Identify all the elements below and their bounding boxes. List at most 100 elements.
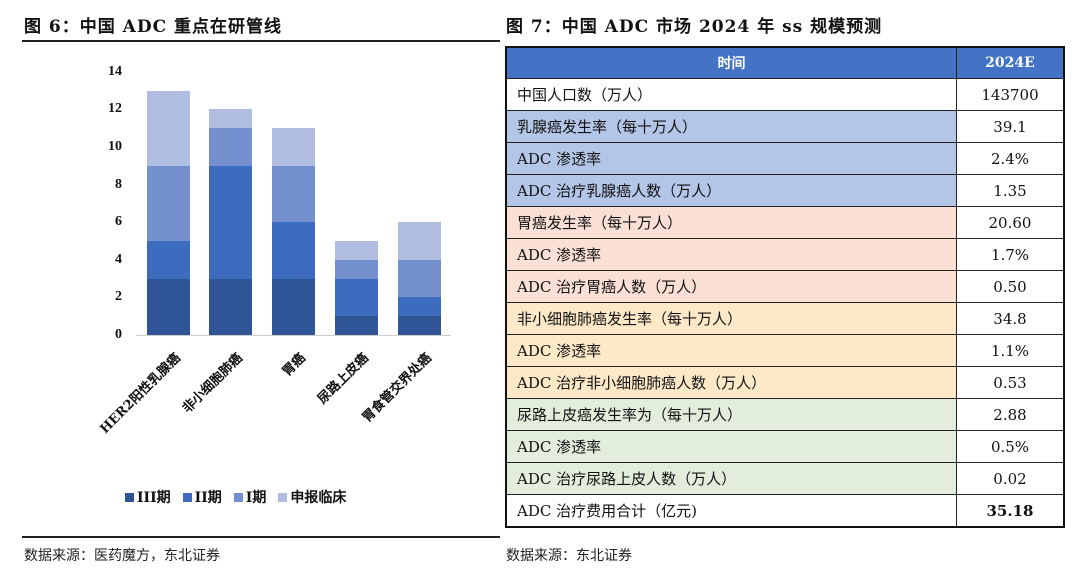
bar-segment (209, 109, 252, 129)
figure-7-title: 图 7：中国 ADC 市场 2024 年 ss 规模预测 (506, 17, 883, 37)
table-row: 尿路上皮癌发生率为（每十万人） 2.88 (505, 398, 1065, 431)
table-row: 胃癌发生率（每十万人） 20.60 (505, 206, 1065, 239)
y-tick-label: 4 (115, 251, 122, 267)
pipeline-stacked-bar-chart: 0 2 4 6 8 10 12 14 HER2阳性乳腺癌 非小细胞肺癌 胃癌 尿路上皮癌 胃食管交界处… (0, 40, 500, 535)
bar-segment (147, 241, 190, 279)
bottom-rule (22, 536, 500, 538)
row-label: ADC 治疗胃癌人数（万人） (505, 270, 957, 303)
bar-segment (335, 259, 378, 279)
row-label: 乳腺癌发生率（每十万人） (505, 110, 957, 143)
table-header-row: 时间 2024E (505, 46, 1065, 79)
row-label: 中国人口数（万人） (505, 78, 957, 111)
row-value: 2.4% (956, 142, 1065, 175)
row-label: ADC 渗透率 (505, 142, 957, 175)
bar-segment (335, 316, 378, 335)
bar-segment (147, 278, 190, 335)
x-tick-label: 胃癌 (279, 350, 309, 380)
table-row: ADC 治疗费用合计（亿元) 35.18 (505, 494, 1065, 528)
header-2024e: 2024E (956, 46, 1065, 79)
legend-item: 申报临床 (278, 487, 346, 507)
legend-swatch-icon (278, 492, 288, 502)
table-row: 非小细胞肺癌发生率（每十万人） 34.8 (505, 302, 1065, 335)
legend-label: II期 (194, 490, 222, 506)
legend-label: I期 (245, 490, 267, 506)
table-row: ADC 渗透率 2.4% (505, 142, 1065, 175)
y-tick-label: 6 (115, 214, 122, 230)
row-value: 1.1% (956, 334, 1065, 367)
row-label: 尿路上皮癌发生率为（每十万人） (505, 398, 957, 431)
row-value: 143700 (956, 78, 1065, 111)
legend-item: I期 (233, 487, 267, 507)
right-source-note: 数据来源：东北证券 (506, 548, 632, 564)
row-label: 非小细胞肺癌发生率（每十万人） (505, 302, 957, 335)
row-value: 0.02 (956, 462, 1065, 495)
table-row: ADC 渗透率 1.1% (505, 334, 1065, 367)
table-row: ADC 治疗乳腺癌人数（万人） 1.35 (505, 174, 1065, 207)
bar-stack (398, 222, 441, 335)
bar-segment (398, 316, 441, 335)
row-label: ADC 治疗非小细胞肺癌人数（万人） (505, 366, 957, 399)
bar-segment (272, 222, 315, 279)
table-row: ADC 渗透率 1.7% (505, 238, 1065, 271)
row-value: 34.8 (956, 302, 1065, 335)
bar-stack (209, 109, 252, 335)
left-source-note: 数据来源：医药魔方，东北证券 (24, 548, 220, 564)
bar-segment (398, 259, 441, 298)
legend-item: II期 (182, 487, 222, 507)
row-label: ADC 渗透率 (505, 430, 957, 463)
y-tick-label: 12 (108, 101, 122, 117)
bar-stack (147, 90, 190, 335)
row-value: 1.7% (956, 238, 1065, 271)
table-row: ADC 治疗尿路上皮人数（万人） 0.02 (505, 462, 1065, 495)
bar-stack (272, 128, 315, 335)
y-tick-label: 8 (115, 176, 122, 192)
x-tick-label: 非小细胞肺癌 (179, 350, 246, 417)
bar-segment (209, 278, 252, 335)
row-value: 2.88 (956, 398, 1065, 431)
bar-segment (209, 128, 252, 166)
figure-6-title: 图 6：中国 ADC 重点在研管线 (24, 17, 283, 37)
y-tick-label: 0 (115, 327, 122, 342)
bar-segment (147, 90, 190, 166)
chart-legend: III期 II期 I期 申报临床 (125, 487, 346, 507)
row-value: 0.50 (956, 270, 1065, 303)
bar-segment (335, 278, 378, 317)
market-forecast-table: 时间 2024E 中国人口数（万人） 143700 乳腺癌发生率（每十万人） 39.1… (505, 46, 1065, 528)
row-value: 0.5% (956, 430, 1065, 463)
table-row: ADC 渗透率 0.5% (505, 430, 1065, 463)
row-value: 35.18 (956, 494, 1065, 528)
legend-label: III期 (137, 490, 171, 506)
bar-segment (272, 278, 315, 335)
x-tick-label: 尿路上皮癌 (315, 350, 372, 408)
row-label: ADC 治疗费用合计（亿元) (505, 494, 957, 528)
title-rule (22, 40, 500, 42)
y-tick-label: 2 (115, 289, 122, 305)
legend-label: 申报临床 (290, 490, 347, 506)
legend-swatch-icon (182, 492, 192, 502)
bar-stack (335, 241, 378, 335)
legend-swatch-icon (233, 492, 243, 502)
row-value: 0.53 (956, 366, 1065, 399)
row-label: 胃癌发生率（每十万人） (505, 206, 957, 239)
y-tick-label: 14 (108, 63, 122, 79)
bar-segment (398, 297, 441, 317)
row-label: ADC 治疗乳腺癌人数（万人） (505, 174, 957, 207)
table-row: 乳腺癌发生率（每十万人） 39.1 (505, 110, 1065, 143)
bar-segment (272, 128, 315, 166)
y-tick-label: 10 (108, 139, 122, 154)
row-label: ADC 渗透率 (505, 334, 957, 367)
table-row: 中国人口数（万人） 143700 (505, 78, 1065, 111)
header-time: 时间 (505, 46, 957, 79)
table-row: ADC 治疗非小细胞肺癌人数（万人） 0.53 (505, 366, 1065, 399)
x-axis-line (136, 335, 451, 336)
row-value: 39.1 (956, 110, 1065, 143)
legend-item: III期 (125, 487, 171, 507)
legend-swatch-icon (125, 492, 134, 502)
row-value: 1.35 (956, 174, 1065, 207)
table-row: ADC 治疗胃癌人数（万人） 0.50 (505, 270, 1065, 303)
row-label: ADC 渗透率 (505, 238, 957, 271)
row-value: 20.60 (956, 206, 1065, 239)
bar-segment (335, 241, 378, 260)
bar-segment (272, 165, 315, 223)
bar-segment (209, 165, 252, 279)
